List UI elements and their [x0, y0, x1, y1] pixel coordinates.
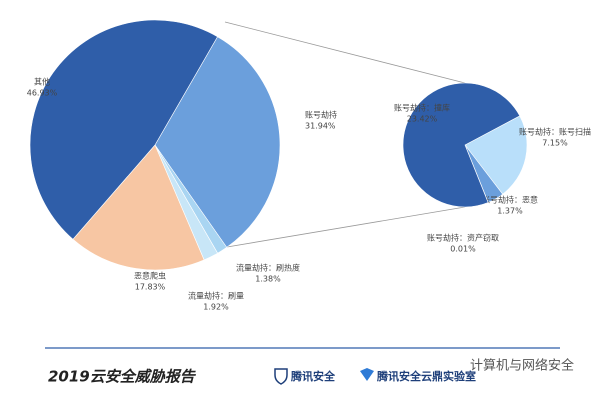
slice-value-label: 46.93% — [27, 89, 58, 98]
slice-value-label: 1.37% — [497, 207, 523, 216]
pie-slice — [464, 115, 528, 195]
slice-value-label: 1.92% — [203, 303, 229, 312]
slice-value-label: 17.83% — [135, 283, 166, 292]
slice-value-label: 7.15% — [542, 139, 568, 148]
connector — [226, 206, 466, 248]
footer-title: 2019云安全威胁报告 — [48, 368, 197, 386]
slice-label: 账号劫持：账号扫描 — [519, 127, 591, 137]
slice-value-label: 1.38% — [255, 275, 281, 284]
connector — [224, 21, 466, 84]
slice-value-label: 23.42% — [407, 115, 438, 124]
slice-label: 其他 — [34, 77, 50, 87]
logo-icon — [274, 368, 288, 385]
logo-text: 腾讯安全云鼎实验室 — [377, 369, 476, 383]
slice-label: 流量劫持：刷热度 — [236, 263, 300, 273]
slice-label: 账号劫持：资产窃取 — [427, 233, 499, 243]
slice-value-label: 31.94% — [305, 122, 336, 131]
pie-slice — [72, 144, 205, 271]
pie-slice — [29, 19, 218, 240]
watermark: 计算机与网络安全 — [470, 358, 574, 374]
slice-label: 恶意爬虫 — [134, 271, 166, 281]
pie-slice — [402, 82, 521, 208]
slice-label: 账号劫持：撞库 — [394, 103, 450, 113]
slice-label: 流量劫持：刷量 — [188, 291, 244, 301]
logo-icon — [360, 368, 374, 381]
slice-label: 账号劫持：恶意 — [482, 195, 538, 205]
slice-value-label: 0.01% — [450, 245, 476, 254]
logo-text: 腾讯安全 — [291, 369, 336, 383]
slice-label: 账号劫持 — [305, 110, 337, 120]
pie-slice — [154, 36, 281, 248]
